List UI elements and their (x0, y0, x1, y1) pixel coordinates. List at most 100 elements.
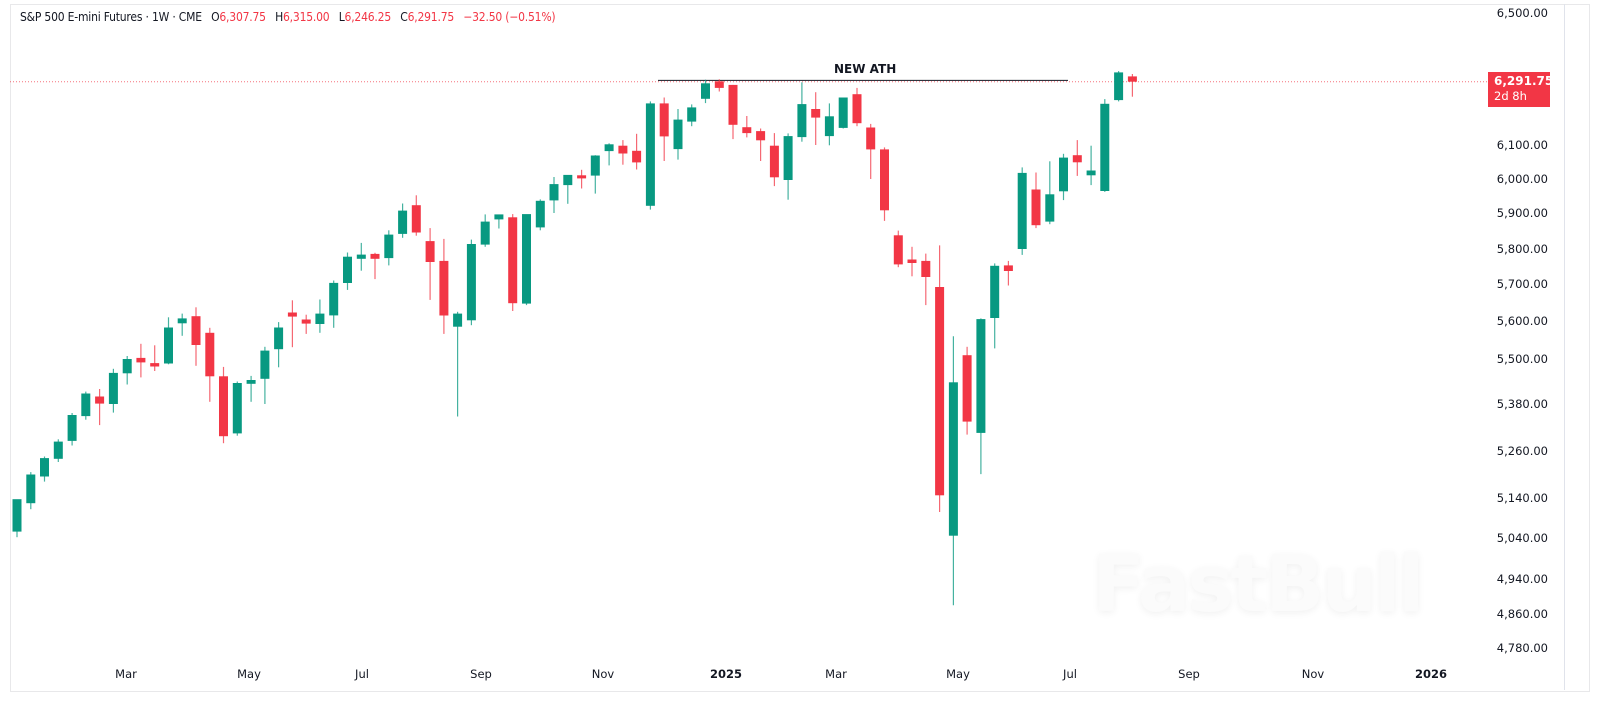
price-tick-label: 5,260.00 (1497, 444, 1548, 458)
candle (824, 103, 834, 146)
candle (315, 299, 325, 333)
candle (632, 133, 642, 170)
candle (645, 101, 655, 210)
candle (108, 368, 118, 413)
candle (921, 253, 931, 306)
candle (274, 322, 284, 368)
open-label: O (211, 10, 220, 24)
candle (343, 252, 352, 290)
time-tick-label: Nov (1302, 667, 1325, 681)
candle (232, 381, 242, 436)
candle (1003, 260, 1013, 286)
price-tick-label: 4,940.00 (1497, 572, 1548, 586)
candle (948, 336, 958, 606)
candle (893, 230, 903, 268)
candle (67, 413, 77, 446)
candle (301, 314, 311, 334)
candle (577, 169, 587, 189)
candle (852, 87, 862, 127)
candle (1059, 153, 1068, 201)
candle (880, 147, 889, 221)
high-value: 6,315.00 (283, 10, 330, 24)
candle (976, 318, 986, 475)
symbol-title: S&P 500 E-mini Futures · 1W · CME (20, 10, 202, 24)
candle (95, 389, 105, 426)
candle (466, 239, 476, 326)
time-tick-label: May (946, 667, 970, 681)
high-label: H (275, 10, 284, 24)
time-tick-label: Mar (115, 667, 137, 681)
price-tick-label: 5,700.00 (1497, 277, 1548, 291)
price-tick-label: 5,140.00 (1497, 491, 1548, 505)
candle (370, 252, 380, 280)
candle (811, 92, 821, 145)
candle (260, 346, 270, 404)
candle (742, 116, 752, 138)
candle (494, 214, 504, 229)
last-price-value: 6,291.75 (1494, 74, 1554, 88)
candle (122, 356, 132, 385)
candle (164, 317, 173, 365)
price-axis[interactable]: 6,500.00 6,100.00 6,000.00 5,900.00 5,800.00… (1497, 6, 1548, 655)
low-value: 6,246.25 (344, 10, 392, 24)
low-label: L (338, 10, 345, 24)
candle (439, 238, 449, 334)
candle (81, 391, 91, 420)
candle (549, 177, 559, 213)
candle (990, 263, 1000, 349)
time-tick-label: Mar (825, 667, 847, 681)
close-value: 6,291.75 (407, 10, 455, 24)
time-tick-label: Sep (470, 667, 492, 681)
price-tick-label: 5,900.00 (1497, 206, 1548, 220)
candle (287, 300, 297, 348)
candle (783, 133, 793, 200)
candle (12, 499, 22, 538)
price-axis-separator (1564, 4, 1565, 690)
time-tick-label: May (237, 667, 261, 681)
candle (687, 104, 697, 127)
candle (935, 245, 945, 512)
candle (1100, 99, 1110, 192)
candle (838, 97, 848, 129)
candle (136, 343, 146, 378)
candle (756, 128, 766, 161)
candle (962, 346, 972, 435)
new-ath-annotation[interactable]: NEW ATH (834, 62, 897, 76)
price-tick-label: 4,860.00 (1497, 607, 1548, 621)
price-tick-label: 5,380.00 (1497, 397, 1548, 411)
price-tick-label: 6,500.00 (1497, 6, 1548, 20)
candle (53, 439, 63, 462)
symbol-legend: S&P 500 E-mini Futures · 1W · CME O6,307… (20, 10, 556, 24)
price-tick-label: 5,500.00 (1497, 352, 1548, 366)
time-tick-label: 2025 (710, 667, 742, 681)
candle (535, 199, 545, 231)
candles-group (12, 71, 1137, 606)
candle (673, 109, 683, 160)
candle (701, 79, 710, 104)
candle (1114, 71, 1124, 102)
candle (1017, 167, 1027, 255)
candle (508, 214, 518, 311)
open-value: 6,307.75 (219, 10, 266, 24)
candle (219, 366, 228, 444)
candle (1072, 140, 1082, 176)
candle (866, 123, 876, 179)
candle (384, 230, 394, 266)
close-label: C (400, 10, 408, 24)
candle (590, 155, 600, 194)
price-tick-label: 5,600.00 (1497, 314, 1548, 328)
candle (1127, 74, 1137, 97)
candle (1045, 161, 1055, 225)
candle (563, 174, 573, 204)
candle (907, 246, 917, 277)
candle (40, 456, 49, 482)
time-axis[interactable]: Mar May Jul Sep Nov 2025 Mar May Jul Sep Nov 2026 (115, 667, 1447, 681)
price-tick-label: 5,040.00 (1497, 531, 1548, 545)
candle (728, 84, 738, 140)
candle (425, 228, 435, 300)
candle (714, 79, 724, 92)
candle (411, 195, 421, 236)
last-price-badge: 6,291.75 2d 8h (1488, 72, 1554, 107)
price-tick-label: 6,100.00 (1497, 138, 1548, 152)
